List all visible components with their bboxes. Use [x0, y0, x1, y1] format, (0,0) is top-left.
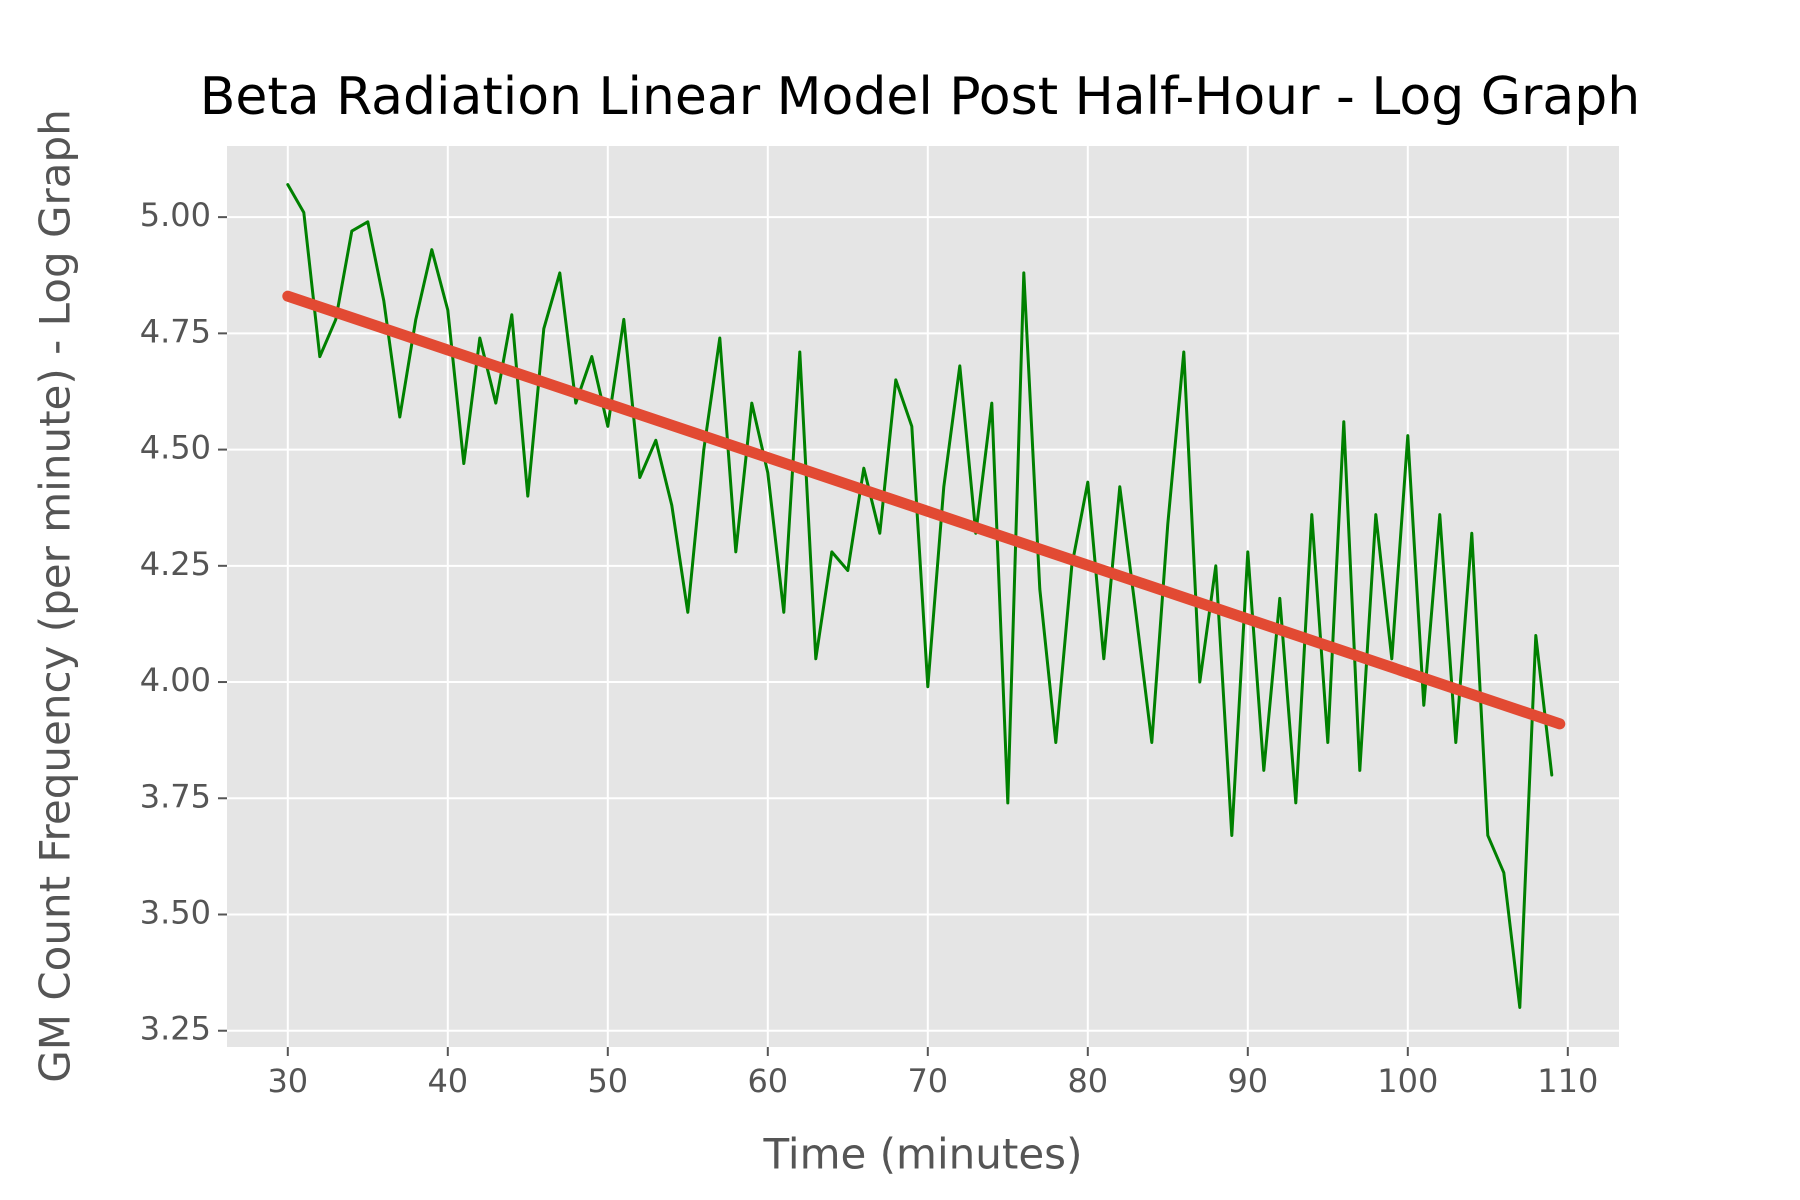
x-tick-label: 90 — [1227, 1062, 1268, 1100]
x-tick-label: 40 — [427, 1062, 468, 1100]
y-tick-label: 4.75 — [140, 312, 211, 350]
y-tick-label: 5.00 — [140, 196, 211, 234]
x-tick-label: 50 — [587, 1062, 628, 1100]
data-line — [282, 290, 1566, 730]
y-tick-label: 4.25 — [140, 545, 211, 583]
y-axis-label: GM Count Frequency (per minute) - Log Gr… — [31, 109, 80, 1083]
x-tick-label: 110 — [1537, 1062, 1598, 1100]
x-tick-label: 60 — [747, 1062, 788, 1100]
data-line — [286, 183, 1554, 1009]
y-tick-label: 3.75 — [140, 777, 211, 815]
chart-title: Beta Radiation Linear Model Post Half-Ho… — [200, 67, 1641, 127]
y-tick-label: 4.00 — [140, 661, 211, 699]
x-axis-label: Time (minutes) — [763, 1130, 1083, 1179]
x-tick-label: 80 — [1067, 1062, 1108, 1100]
x-tick-label: 30 — [267, 1062, 308, 1100]
x-tick-label: 100 — [1377, 1062, 1438, 1100]
y-tick-label: 4.50 — [140, 429, 211, 467]
y-tick-label: 3.25 — [140, 1010, 211, 1048]
y-tick-label: 3.50 — [140, 894, 211, 932]
x-tick-label: 70 — [907, 1062, 948, 1100]
